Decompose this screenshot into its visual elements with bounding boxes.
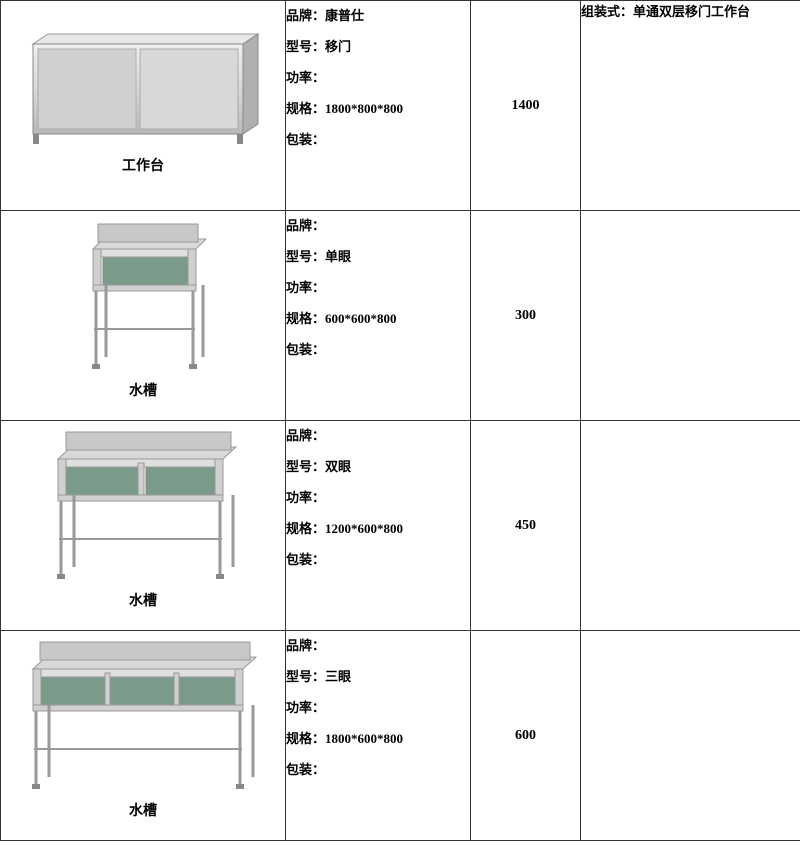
product-image-cell: 水槽 (1, 211, 286, 421)
product-table: 工作台 品牌：康普仕 型号：移门 功率： 规格：1800*800*800 包装：… (0, 0, 800, 841)
product-specs-cell: 品牌： 型号：三眼 功率： 规格：1800*600*800 包装： (286, 631, 471, 841)
product-caption: 工作台 (1, 155, 285, 175)
spec-line: 规格：1800*600*800 (286, 728, 470, 747)
triple-sink-illustration (18, 639, 268, 794)
product-notes-cell (581, 211, 800, 421)
brand-line: 品牌： (286, 425, 470, 444)
package-line: 包装： (286, 759, 470, 778)
product-image-cell: 工作台 (1, 1, 286, 211)
model-line: 型号：双眼 (286, 456, 470, 475)
model-line: 型号：移门 (286, 36, 470, 55)
single-sink-illustration (68, 219, 218, 374)
product-image-cell: 水槽 (1, 631, 286, 841)
model-line: 型号：三眼 (286, 666, 470, 685)
power-line: 功率： (286, 487, 470, 506)
brand-line: 品牌： (286, 215, 470, 234)
workbench-illustration (23, 9, 263, 149)
product-notes-cell (581, 421, 800, 631)
spec-line: 规格：600*600*800 (286, 308, 470, 327)
package-line: 包装： (286, 549, 470, 568)
product-caption: 水槽 (1, 800, 285, 820)
double-sink-illustration (38, 429, 248, 584)
model-line: 型号：单眼 (286, 246, 470, 265)
brand-line: 品牌： (286, 635, 470, 654)
product-caption: 水槽 (1, 590, 285, 610)
product-notes-cell: 组装式：单通双层移门工作台 (581, 1, 800, 211)
product-specs-cell: 品牌：康普仕 型号：移门 功率： 规格：1800*800*800 包装： (286, 1, 471, 211)
spec-line: 规格：1200*600*800 (286, 518, 470, 537)
brand-line: 品牌：康普仕 (286, 5, 470, 24)
package-line: 包装： (286, 129, 470, 148)
product-price-cell: 600 (471, 631, 581, 841)
product-price-cell: 450 (471, 421, 581, 631)
product-specs-cell: 品牌： 型号：单眼 功率： 规格：600*600*800 包装： (286, 211, 471, 421)
product-price-cell: 300 (471, 211, 581, 421)
spec-line: 规格：1800*800*800 (286, 98, 470, 117)
product-price-cell: 1400 (471, 1, 581, 211)
product-image-cell: 水槽 (1, 421, 286, 631)
product-notes-cell (581, 631, 800, 841)
power-line: 功率： (286, 67, 470, 86)
product-caption: 水槽 (1, 380, 285, 400)
product-specs-cell: 品牌： 型号：双眼 功率： 规格：1200*600*800 包装： (286, 421, 471, 631)
power-line: 功率： (286, 697, 470, 716)
package-line: 包装： (286, 339, 470, 358)
power-line: 功率： (286, 277, 470, 296)
